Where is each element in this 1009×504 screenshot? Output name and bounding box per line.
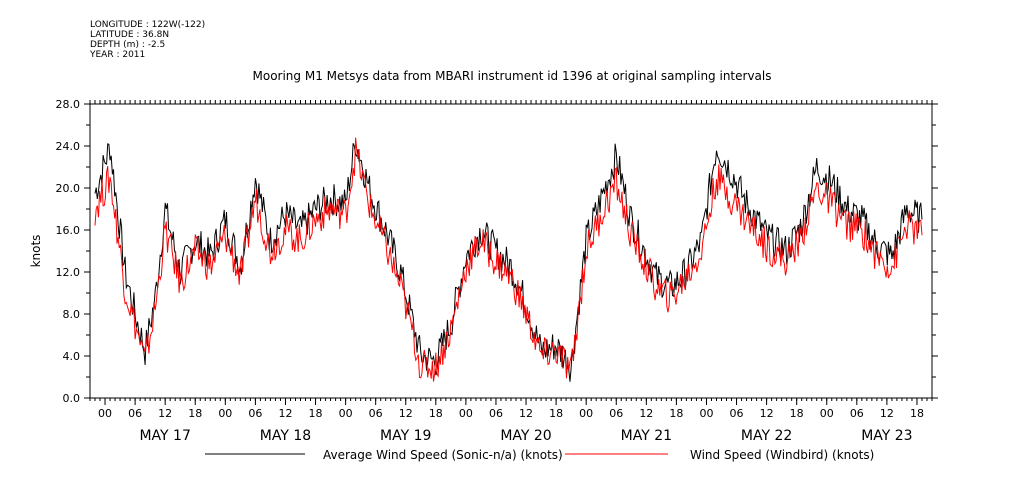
x-day-label: MAY 23 [861,428,912,444]
x-day-label: MAY 19 [380,428,431,444]
x-hour-label: 06 [609,407,623,420]
x-hour-label: 18 [309,407,323,420]
x-hour-label: 18 [790,407,804,420]
depth-label: DEPTH (m) : -2.5 [90,40,166,50]
y-axis-label: knots [29,235,43,268]
y-tick-label: 16.0 [56,224,81,237]
x-hour-label: 18 [188,407,202,420]
x-hour-label: 12 [880,407,894,420]
y-tick-label: 4.0 [63,350,81,363]
x-day-label: MAY 21 [621,428,672,444]
y-tick-label: 28.0 [56,98,81,111]
x-day-label: MAY 18 [260,428,311,444]
series-line-sonic [94,143,923,382]
latitude-label: LATITUDE : 36.8N [90,30,170,40]
x-hour-label: 06 [850,407,864,420]
x-hour-label: 12 [760,407,774,420]
x-hour-label: 12 [278,407,292,420]
x-hour-label: 18 [429,407,443,420]
x-hour-label: 18 [910,407,924,420]
x-hour-label: 06 [489,407,503,420]
x-hour-label: 12 [158,407,172,420]
y-tick-label: 0.0 [63,392,81,405]
x-day-label: MAY 20 [500,428,551,444]
x-hour-label: 12 [519,407,533,420]
x-day-label: MAY 22 [741,428,792,444]
y-tick-label: 24.0 [56,140,81,153]
chart-title: Mooring M1 Metsys data from MBARI instru… [253,69,772,83]
x-day-label: MAY 17 [139,428,190,444]
x-hour-label: 12 [639,407,653,420]
x-hour-label: 00 [218,407,232,420]
series-line-windbird [94,137,923,382]
x-hour-label: 00 [579,407,593,420]
metadata-block: LONGITUDE : 122W(-122) LATITUDE : 36.8N … [90,20,205,60]
year-label: YEAR : 2011 [90,50,146,60]
x-hour-label: 06 [730,407,744,420]
x-hour-label: 18 [669,407,683,420]
x-hour-label: 06 [128,407,142,420]
x-hour-label: 00 [820,407,834,420]
x-hour-label: 06 [248,407,262,420]
x-hour-label: 00 [699,407,713,420]
x-hour-label: 00 [98,407,112,420]
legend-label: Average Wind Speed (Sonic-n/a) (knots) [323,448,563,462]
longitude-label: LONGITUDE : 122W(-122) [90,20,206,30]
x-hour-label: 00 [459,407,473,420]
x-hour-label: 06 [369,407,383,420]
plot-frame [89,103,933,399]
y-tick-label: 12.0 [56,266,81,279]
legend-label: Wind Speed (Windbird) (knots) [690,448,874,462]
y-tick-label: 20.0 [56,182,81,195]
x-hour-label: 12 [399,407,413,420]
x-hour-label: 00 [339,407,353,420]
x-hour-label: 18 [549,407,563,420]
y-tick-label: 8.0 [63,308,81,321]
